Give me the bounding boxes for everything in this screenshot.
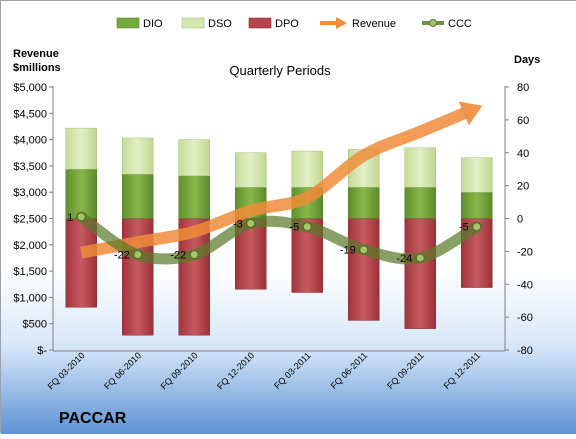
ccc-data-label: -5	[289, 222, 299, 234]
bar-dio	[122, 174, 153, 218]
ccc-data-label: -3	[233, 218, 243, 230]
bar-dso	[405, 148, 436, 187]
bar-dio	[348, 187, 379, 218]
legend-label-dso: DSO	[208, 18, 232, 30]
ccc-point	[134, 251, 142, 259]
left-axis-tick-label: $4,000	[13, 135, 47, 147]
left-axis-tick-label: $-	[37, 345, 47, 357]
bar-dso	[235, 153, 266, 188]
legend-label-dio: DIO	[143, 18, 163, 30]
right-axis-tick-label: -40	[517, 279, 533, 291]
ccc-data-label: -24	[396, 253, 412, 265]
bar-dso	[122, 138, 153, 174]
right-axis-tick-label: 0	[517, 214, 523, 226]
company-name: PACCAR	[59, 410, 127, 427]
ccc-point	[77, 213, 85, 221]
ccc-point	[360, 246, 368, 254]
left-axis-tick-label: $4,500	[13, 108, 47, 120]
left-axis-label-line-2: $millions	[13, 62, 61, 74]
left-axis-label-line-1: Revenue	[13, 48, 59, 60]
legend-label-ccc: CCC	[448, 18, 472, 30]
ccc-data-label: -5	[459, 222, 469, 234]
ccc-data-label: -22	[170, 250, 186, 262]
ccc-data-label: -19	[340, 245, 356, 257]
bar-dso	[461, 158, 492, 193]
left-axis-tick-label: $3,000	[13, 187, 47, 199]
left-axis-tick-label: $1,500	[13, 266, 47, 278]
right-axis-tick-label: -80	[517, 345, 533, 357]
ccc-point	[416, 254, 424, 262]
chart-subtitle: Quarterly Periods	[229, 63, 331, 78]
bar-dio	[179, 176, 210, 219]
ccc-point	[190, 251, 198, 259]
right-axis-tick-label: 80	[517, 82, 529, 94]
ccc-data-label: 1	[67, 212, 73, 224]
right-axis-tick-label: -60	[517, 312, 533, 324]
right-axis-tick-label: 60	[517, 115, 529, 127]
ccc-point	[247, 219, 255, 227]
left-axis-tick-label: $2,000	[13, 240, 47, 252]
right-axis-label: Days	[514, 54, 540, 66]
bar-dpo	[405, 219, 436, 329]
bar-dso	[179, 140, 210, 176]
left-axis-tick-label: $500	[23, 319, 47, 331]
ccc-point	[473, 223, 481, 231]
legend-swatch-dpo	[249, 18, 271, 28]
legend-label-dpo: DPO	[275, 18, 299, 30]
left-axis-tick-label: $2,500	[13, 214, 47, 226]
bar-dso	[66, 128, 97, 169]
legend-swatch-dio	[117, 18, 139, 28]
right-axis-tick-label: 20	[517, 181, 529, 193]
bar-dio	[405, 187, 436, 218]
left-axis-tick-label: $3,500	[13, 161, 47, 173]
bar-dso	[292, 151, 323, 187]
left-axis-tick-label: $1,000	[13, 292, 47, 304]
right-axis-tick-label: -20	[517, 246, 533, 258]
left-axis-tick-label: $5,000	[13, 82, 47, 94]
legend-label-revenue: Revenue	[352, 18, 396, 30]
ccc-point	[303, 223, 311, 231]
right-axis-tick-label: 40	[517, 148, 529, 160]
bar-dpo	[348, 219, 379, 321]
bar-dio	[461, 192, 492, 218]
ccc-data-label: -22	[114, 250, 130, 262]
legend-swatch-dso	[182, 18, 204, 28]
